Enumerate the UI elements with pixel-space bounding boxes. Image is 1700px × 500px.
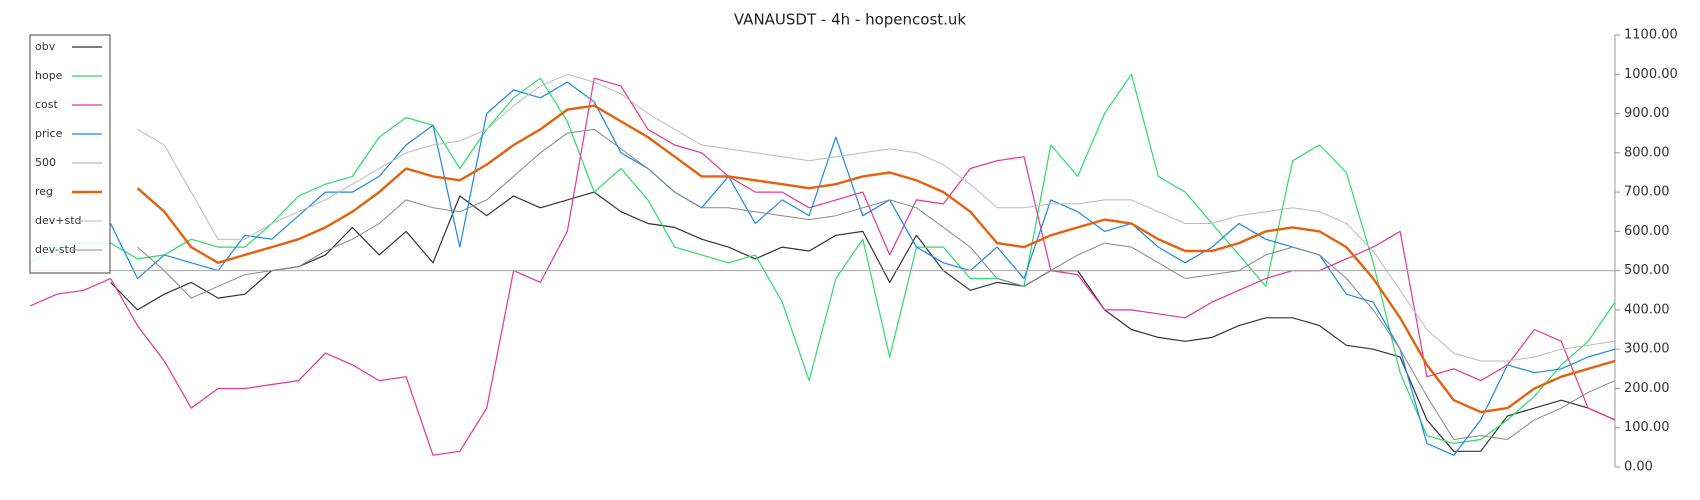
y-tick-label: 200.00 — [1624, 381, 1670, 396]
y-tick-label: 300.00 — [1624, 342, 1670, 357]
y-tick-label: 400.00 — [1624, 302, 1670, 317]
legend-label: obv — [35, 40, 56, 53]
legend-label: cost — [35, 98, 59, 111]
series-line — [29, 77, 1616, 456]
legend-label: reg — [35, 185, 53, 198]
series-line — [137, 128, 1616, 440]
y-tick-label: 1100.00 — [1624, 28, 1678, 43]
y-tick-label: 900.00 — [1624, 106, 1670, 121]
series-line — [29, 73, 1616, 444]
legend-label: 500 — [35, 156, 56, 169]
series-line — [137, 73, 1616, 362]
series-line — [110, 191, 1616, 452]
y-tick-label: 600.00 — [1624, 224, 1670, 239]
legend: obv hope cost price 500 reg dev+std dev-std — [29, 34, 111, 274]
series-line — [110, 81, 1616, 456]
y-tick-label: 0.00 — [1624, 460, 1653, 475]
y-tick-label: 500.00 — [1624, 263, 1670, 278]
y-tick-label: 1000.00 — [1624, 67, 1678, 82]
chart-title: VANAUSDT - 4h - hopencost.uk — [734, 11, 967, 29]
legend-label: hope — [35, 69, 63, 82]
legend-label: price — [35, 127, 63, 140]
series-line — [136, 104, 1616, 414]
y-tick-label: 700.00 — [1624, 185, 1670, 200]
y-tick-label: 100.00 — [1624, 420, 1670, 435]
legend-box — [29, 34, 111, 274]
y-tick-label: 800.00 — [1624, 145, 1670, 160]
legend-label: dev+std — [35, 214, 82, 227]
legend-label: dev-std — [35, 243, 76, 256]
